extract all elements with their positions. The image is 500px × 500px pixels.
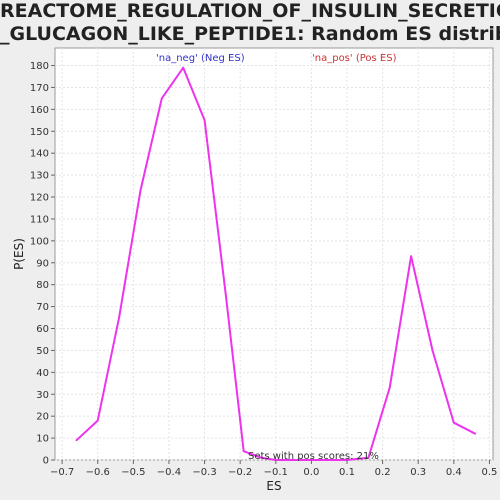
y-tick-label: 140 bbox=[30, 149, 49, 160]
grid-lines bbox=[55, 48, 493, 461]
y-tick-label: 20 bbox=[36, 412, 49, 423]
y-tick-label: 160 bbox=[30, 105, 49, 116]
y-tick-label: 90 bbox=[36, 258, 49, 269]
y-axis-label: P(ES) bbox=[12, 238, 26, 270]
data-point bbox=[203, 119, 206, 122]
y-tick-label: 80 bbox=[36, 280, 49, 291]
data-point bbox=[182, 66, 185, 69]
x-tick-label: 0.1 bbox=[339, 467, 355, 478]
y-tick-label: 150 bbox=[30, 127, 49, 138]
x-tick-label: 0.4 bbox=[446, 467, 462, 478]
y-tick-label: 180 bbox=[30, 61, 49, 72]
y-tick-label: 60 bbox=[36, 324, 49, 335]
x-axis: −0.7 −0.6 −0.5 −0.4 −0.3 −0.2 −0.1 0.0 0.1 0.2 0.3… bbox=[50, 460, 497, 478]
chart-title-line-1: REACTOME_REGULATION_OF_INSULIN_SECRETION… bbox=[0, 0, 500, 22]
y-axis: 0 10 20 30 40 50 60 70 80 90 100 110 120 130 140 150 160… bbox=[30, 61, 55, 467]
x-tick-label: −0.4 bbox=[157, 467, 181, 478]
data-point bbox=[118, 316, 120, 319]
y-tick-label: 120 bbox=[30, 193, 49, 204]
data-point bbox=[431, 349, 434, 352]
x-tick-label: −0.5 bbox=[121, 467, 145, 478]
data-point bbox=[260, 456, 263, 459]
y-tick-label: 130 bbox=[30, 171, 49, 182]
x-tick-label: 0.5 bbox=[481, 467, 497, 478]
data-point bbox=[225, 294, 227, 297]
data-point bbox=[96, 419, 99, 422]
y-tick-label: 50 bbox=[36, 346, 49, 357]
x-tick-label: −0.3 bbox=[192, 467, 216, 478]
y-tick-label: 30 bbox=[36, 390, 49, 401]
x-tick-label: 0.0 bbox=[303, 467, 319, 478]
data-point bbox=[75, 439, 78, 442]
data-point bbox=[328, 459, 331, 461]
y-tick-label: 110 bbox=[30, 214, 49, 225]
x-tick-label: −0.7 bbox=[50, 467, 74, 478]
x-tick-label: −0.1 bbox=[264, 467, 288, 478]
chart-title: REACTOME_REGULATION_OF_INSULIN_SECRETION… bbox=[0, 0, 500, 46]
y-tick-label: 40 bbox=[36, 368, 49, 379]
data-point bbox=[474, 432, 477, 435]
x-tick-label: −0.2 bbox=[228, 467, 252, 478]
x-tick-label: −0.6 bbox=[86, 467, 110, 478]
data-point bbox=[452, 421, 455, 424]
x-tick-label: 0.3 bbox=[410, 467, 426, 478]
pos-score-annotation: Sets with pos scores: 21% bbox=[248, 451, 379, 462]
data-point bbox=[410, 255, 412, 258]
chart-title-line-2: _GLUCAGON_LIKE_PEPTIDE1: Random ES distr… bbox=[0, 23, 500, 45]
y-tick-label: 0 bbox=[43, 456, 49, 467]
plot-area bbox=[54, 47, 494, 461]
y-tick-label: 100 bbox=[30, 236, 49, 247]
x-tick-label: 0.2 bbox=[375, 467, 391, 478]
data-point bbox=[160, 97, 163, 100]
data-point bbox=[292, 459, 295, 461]
data-point bbox=[367, 456, 370, 459]
data-point bbox=[139, 189, 142, 192]
data-point bbox=[388, 386, 391, 389]
y-tick-label: 10 bbox=[36, 434, 49, 445]
legend-neg-es: 'na_neg' (Neg ES) bbox=[156, 53, 245, 64]
y-tick-label: 70 bbox=[36, 302, 49, 313]
data-point bbox=[242, 450, 245, 453]
y-tick-label: 170 bbox=[30, 83, 49, 94]
legend-pos-es: 'na_pos' (Pos ES) bbox=[312, 53, 397, 64]
x-axis-label: ES bbox=[266, 479, 281, 493]
